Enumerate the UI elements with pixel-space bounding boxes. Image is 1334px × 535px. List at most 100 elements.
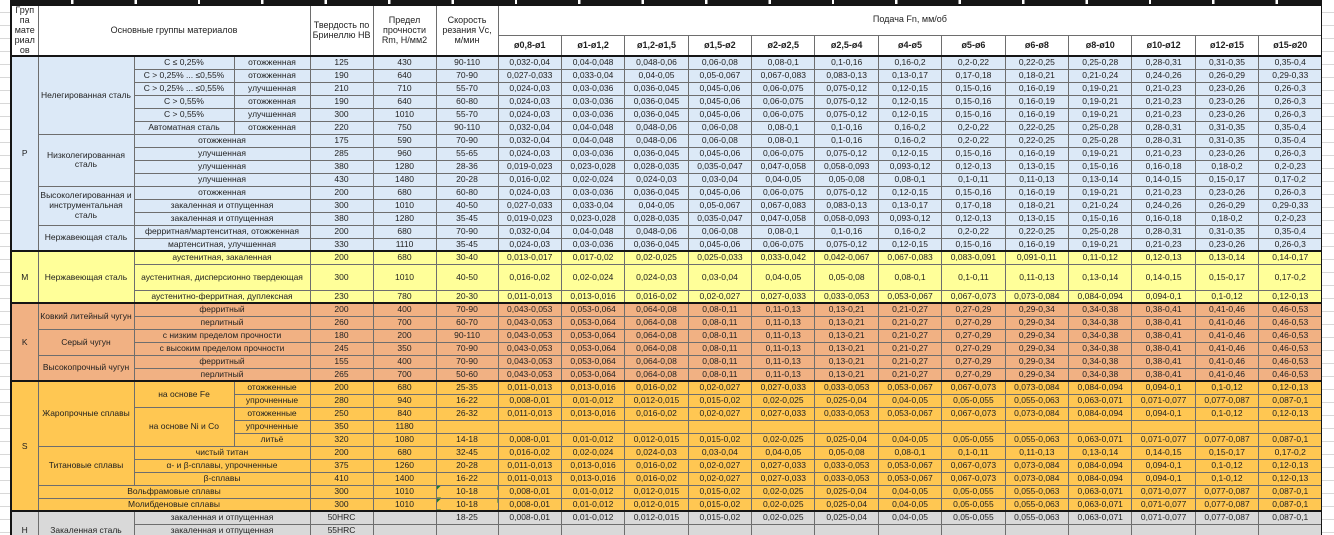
feed-cell[interactable]: 0,18-0,21: [1004, 198, 1070, 213]
feed-cell[interactable]: 0,12-0,15: [877, 81, 943, 96]
feed-cell[interactable]: 0,04-0,05: [751, 172, 816, 187]
feed-cell[interactable]: 0,05-0,055: [941, 432, 1006, 447]
strength-column-header[interactable]: Предел прочности Rm, Н/мм2: [372, 4, 437, 57]
feed-cell[interactable]: 0,03-0,04: [687, 263, 753, 291]
feed-cell[interactable]: 0,016-0,02: [497, 445, 562, 460]
hardness-cell[interactable]: 300: [309, 497, 374, 512]
feed-cell[interactable]: 0,27-0,29: [941, 328, 1006, 343]
feed-cell[interactable]: 0,008-0,01: [497, 510, 562, 525]
strength-cell[interactable]: 400: [372, 302, 437, 317]
feed-cell[interactable]: 0,035-0,047: [687, 211, 753, 226]
feed-cell[interactable]: [1131, 419, 1196, 434]
condition-cell[interactable]: аустенитная, дисперсионно твердеющая: [133, 263, 311, 291]
speed-cell[interactable]: 60-80: [435, 185, 499, 200]
feed-cell[interactable]: 0,15-0,16: [1068, 211, 1133, 226]
feed-cell[interactable]: 0,14-0,15: [1131, 172, 1196, 187]
feed-cell[interactable]: 0,04-0,05: [877, 497, 943, 512]
feed-cell[interactable]: 0,41-0,46: [1194, 341, 1260, 356]
feed-cell[interactable]: 0,11-0,13: [751, 315, 816, 330]
strength-cell[interactable]: 680: [372, 250, 437, 265]
hardness-cell[interactable]: 200: [309, 445, 374, 460]
hardness-cell[interactable]: 155: [309, 354, 374, 369]
speed-cell[interactable]: 20-30: [435, 289, 499, 304]
feed-cell[interactable]: 0,31-0,35: [1194, 55, 1260, 70]
feed-cell[interactable]: 0,27-0,29: [941, 354, 1006, 369]
speed-cell[interactable]: 28-36: [435, 159, 499, 174]
feed-cell[interactable]: [941, 419, 1006, 434]
feed-cell[interactable]: 0,25-0,28: [1068, 120, 1133, 135]
feed-cell[interactable]: 0,042-0,067: [814, 250, 879, 265]
feed-cell[interactable]: 0,15-0,16: [941, 237, 1006, 252]
feed-cell[interactable]: 0,1-0,12: [1194, 458, 1260, 473]
feed-cell[interactable]: 0,31-0,35: [1194, 224, 1260, 239]
feed-cell[interactable]: 0,22-0,25: [1004, 224, 1070, 239]
condition-cell[interactable]: улучшенная: [133, 146, 311, 161]
feed-cell[interactable]: 0,043-0,053: [497, 302, 562, 317]
speed-cell[interactable]: 70-90: [435, 354, 499, 369]
strength-cell[interactable]: 590: [372, 133, 437, 148]
feed-cell[interactable]: 0,01-0,012: [560, 393, 626, 408]
feed-cell[interactable]: 0,27-0,29: [941, 341, 1006, 356]
feed-cell[interactable]: 0,016-0,02: [624, 458, 689, 473]
feed-cell[interactable]: 0,46-0,53: [1258, 302, 1323, 317]
feed-cell[interactable]: 0,03-0,036: [560, 237, 626, 252]
feed-cell[interactable]: 0,12-0,13: [1258, 406, 1323, 421]
strength-cell[interactable]: 1280: [372, 159, 437, 174]
feed-cell[interactable]: 0,032-0,04: [497, 55, 562, 70]
feed-cell[interactable]: 0,05-0,08: [814, 172, 879, 187]
feed-cell[interactable]: 0,045-0,06: [687, 237, 753, 252]
feed-cell[interactable]: 0,016-0,02: [497, 172, 562, 187]
condition-cell[interactable]: улучшенная: [133, 159, 311, 174]
feed-cell[interactable]: 0,053-0,067: [877, 406, 943, 421]
feed-cell[interactable]: 0,071-0,077: [1131, 393, 1196, 408]
feed-cell[interactable]: 0,048-0,06: [624, 120, 689, 135]
feed-cell[interactable]: 0,13-0,21: [814, 367, 879, 382]
subtype-cell[interactable]: C > 0,55%: [133, 94, 235, 109]
feed-cell[interactable]: 0,083-0,13: [814, 198, 879, 213]
feed-cell[interactable]: 0,067-0,083: [751, 68, 816, 83]
feed-cell[interactable]: 0,064-0,08: [624, 367, 689, 382]
feed-cell[interactable]: 0,03-0,036: [560, 185, 626, 200]
strength-cell[interactable]: 1080: [372, 432, 437, 447]
feed-cell[interactable]: 0,027-0,033: [751, 380, 816, 395]
speed-cell[interactable]: 70-90: [435, 68, 499, 83]
feed-cell[interactable]: 0,2-0,22: [941, 133, 1006, 148]
strength-cell[interactable]: 960: [372, 146, 437, 161]
feed-cell[interactable]: 0,11-0,13: [751, 328, 816, 343]
feed-cell[interactable]: 0,06-0,08: [687, 133, 753, 148]
feed-cell[interactable]: 0,34-0,38: [1068, 341, 1133, 356]
strength-cell[interactable]: 940: [372, 393, 437, 408]
strength-cell[interactable]: 680: [372, 380, 437, 395]
feed-cell[interactable]: 0,016-0,02: [624, 406, 689, 421]
feed-cell[interactable]: 0,18-0,2: [1194, 211, 1260, 226]
condition-cell[interactable]: отожженная: [233, 68, 311, 83]
feed-cell[interactable]: 0,29-0,34: [1004, 328, 1070, 343]
hardness-cell[interactable]: 380: [309, 159, 374, 174]
feed-cell[interactable]: 0,08-0,1: [877, 263, 943, 291]
feed-cell[interactable]: 0,045-0,06: [687, 81, 753, 96]
diameter-column-header[interactable]: ø12-ø15: [1194, 34, 1260, 57]
material-name-cell[interactable]: Серый чугун: [37, 328, 135, 356]
feed-cell[interactable]: 0,087-0,1: [1258, 497, 1323, 512]
strength-cell[interactable]: 200: [372, 328, 437, 343]
condition-cell[interactable]: отожженная: [133, 185, 311, 200]
feed-cell[interactable]: [687, 419, 753, 434]
feed-cell[interactable]: 0,14-0,17: [1258, 250, 1323, 265]
condition-cell[interactable]: перлитный: [133, 367, 311, 382]
feed-cell[interactable]: 0,28-0,31: [1131, 120, 1196, 135]
feed-cell[interactable]: 0,11-0,13: [1004, 445, 1070, 460]
feed-cell[interactable]: 0,19-0,21: [1068, 81, 1133, 96]
feed-cell[interactable]: 0,06-0,08: [687, 224, 753, 239]
feed-cell[interactable]: 0,13-0,15: [1004, 159, 1070, 174]
strength-cell[interactable]: 400: [372, 354, 437, 369]
hardness-cell[interactable]: 330: [309, 237, 374, 252]
hardness-cell[interactable]: 200: [309, 380, 374, 395]
feed-cell[interactable]: 0,1-0,16: [814, 224, 879, 239]
feed-cell[interactable]: 0,02-0,025: [751, 393, 816, 408]
feed-cell[interactable]: 0,027-0,033: [751, 471, 816, 486]
strength-cell[interactable]: 1480: [372, 172, 437, 187]
feed-cell[interactable]: [1258, 523, 1323, 535]
feed-cell[interactable]: [1194, 523, 1260, 535]
feed-cell[interactable]: 0,16-0,18: [1131, 159, 1196, 174]
feed-cell[interactable]: [624, 419, 689, 434]
